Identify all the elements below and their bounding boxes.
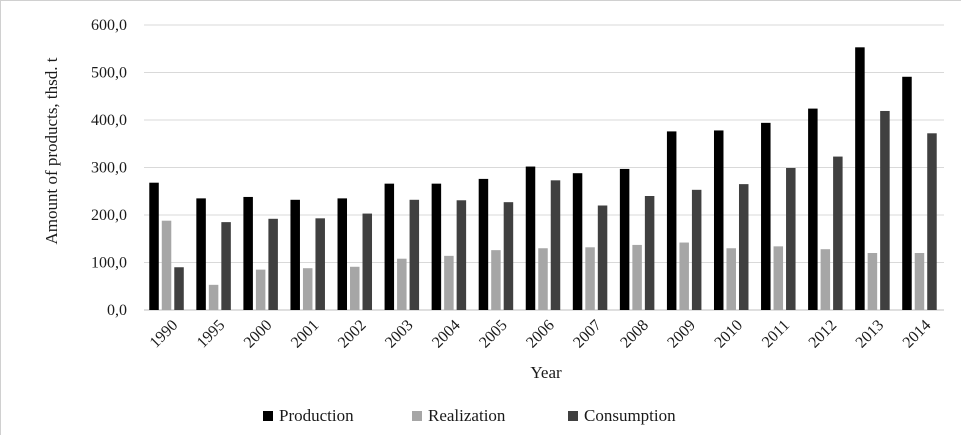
bar-realization-2008 xyxy=(632,244,642,310)
x-tick-label: 2003 xyxy=(382,317,417,352)
bar-realization-2004 xyxy=(444,255,454,310)
bar-consumption-2009 xyxy=(691,189,702,310)
x-tick-label: 2005 xyxy=(476,317,511,352)
bar-consumption-2000 xyxy=(268,218,278,310)
y-tick-label: 500,0 xyxy=(91,65,127,82)
bar-consumption-2010 xyxy=(738,184,749,310)
bar-production-2004 xyxy=(431,183,442,310)
legend-swatch-production xyxy=(263,411,273,421)
y-tick-label: 400,0 xyxy=(91,112,127,129)
bar-realization-1990 xyxy=(161,220,172,310)
bar-realization-2014 xyxy=(914,253,925,310)
x-tick-label: 2002 xyxy=(335,317,370,352)
bar-consumption-2012 xyxy=(833,156,843,310)
bar-production-2011 xyxy=(761,122,771,310)
bar-realization-2011 xyxy=(773,246,784,310)
bar-consumption-2004 xyxy=(456,200,467,310)
y-tick-label: 600,0 xyxy=(91,17,127,34)
bar-consumption-2013 xyxy=(880,110,890,310)
bar-consumption-1995 xyxy=(221,222,231,310)
bar-consumption-2011 xyxy=(786,167,796,310)
bar-realization-2009 xyxy=(679,242,689,310)
bar-realization-2002 xyxy=(350,266,360,310)
y-tick-label: 300,0 xyxy=(91,160,127,177)
x-tick-label: 1990 xyxy=(147,317,182,352)
bar-consumption-2003 xyxy=(409,199,420,310)
bar-realization-2005 xyxy=(491,250,501,310)
bar-consumption-2008 xyxy=(644,196,655,310)
bar-production-2010 xyxy=(713,130,724,310)
bar-production-2005 xyxy=(478,178,489,310)
bar-production-2014 xyxy=(902,76,912,311)
bar-production-2006 xyxy=(525,166,536,310)
x-tick-label: 2004 xyxy=(429,317,464,352)
legend-swatch-realization xyxy=(412,411,422,421)
y-tick-label: 0,0 xyxy=(107,302,127,319)
legend: Production Realization Consumption xyxy=(263,406,676,425)
x-tick-label: 2000 xyxy=(241,317,276,352)
y-axis-title: Amount of products, thsd. t xyxy=(42,57,61,244)
bar-production-1990 xyxy=(149,182,159,310)
bar-production-2012 xyxy=(808,108,818,310)
bar-consumption-2006 xyxy=(550,180,561,310)
bar-realization-2003 xyxy=(397,258,407,310)
bar-production-2013 xyxy=(855,47,865,310)
x-tick-label: 2007 xyxy=(570,317,605,352)
bar-consumption-2001 xyxy=(315,218,325,310)
bar-production-2000 xyxy=(243,196,253,310)
x-tick-label: 2006 xyxy=(523,317,558,352)
bar-realization-2010 xyxy=(726,248,736,310)
bar-realization-2012 xyxy=(820,249,831,310)
x-tick-label: 1995 xyxy=(194,317,229,352)
x-tick-label: 2012 xyxy=(806,317,841,352)
bar-realization-2000 xyxy=(255,269,266,310)
bar-consumption-1990 xyxy=(174,267,184,310)
bar-realization-1995 xyxy=(208,284,219,310)
bar-consumption-2002 xyxy=(362,213,373,310)
bar-consumption-2005 xyxy=(503,202,514,310)
legend-label-realization: Realization xyxy=(428,406,506,425)
bar-consumption-2014 xyxy=(927,133,937,310)
bar-realization-2001 xyxy=(302,268,313,310)
x-axis-title: Year xyxy=(530,363,562,382)
x-tick-label: 2009 xyxy=(664,317,699,352)
legend-label-consumption: Consumption xyxy=(584,406,676,425)
x-tick-label: 2001 xyxy=(288,317,323,352)
bar-production-2008 xyxy=(619,168,630,310)
y-tick-label: 200,0 xyxy=(91,207,127,224)
x-tick-label: 2010 xyxy=(711,317,746,352)
bar-production-2001 xyxy=(290,199,300,310)
legend-label-production: Production xyxy=(279,406,354,425)
y-tick-label: 100,0 xyxy=(91,255,127,272)
x-tick-label: 2014 xyxy=(900,317,935,352)
bar-production-2003 xyxy=(384,183,395,310)
x-tick-label: 2008 xyxy=(617,317,652,352)
x-axis-ticks: 1990 1995 2000 2001 2002 2003 2004 2005 2006 2007… xyxy=(147,317,935,352)
bar-realization-2006 xyxy=(538,248,548,310)
bar-realization-2007 xyxy=(585,247,595,310)
bar-consumption-2007 xyxy=(597,205,608,310)
bar-production-1995 xyxy=(196,198,206,310)
y-axis-ticks: 0,0 100,0 200,0 300,0 400,0 500,0 600,0 xyxy=(91,17,127,319)
x-tick-label: 2013 xyxy=(853,317,888,352)
bar-realization-2013 xyxy=(867,253,878,310)
bar-production-2002 xyxy=(337,198,348,310)
x-tick-label: 2011 xyxy=(759,317,793,351)
bar-production-2009 xyxy=(666,131,677,310)
bar-production-2007 xyxy=(572,173,583,310)
bars xyxy=(149,47,937,311)
legend-swatch-consumption xyxy=(568,411,578,421)
